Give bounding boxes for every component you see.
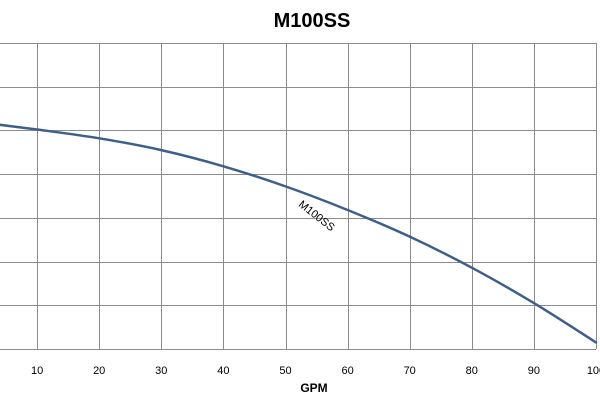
series-line-m100ss — [0, 123, 598, 344]
x-tick-label: 10 — [31, 365, 43, 377]
x-tick-label: 70 — [404, 365, 416, 377]
x-tick-label: 60 — [341, 365, 353, 377]
x-tick-label: 80 — [466, 365, 478, 377]
x-axis-label: GPM — [300, 381, 327, 395]
x-tick-label: 30 — [155, 365, 167, 377]
grid-layer — [0, 43, 597, 350]
x-tick-label: 100 — [587, 365, 600, 377]
x-tick-labels: 10 20 30 40 50 60 70 80 90 100 — [31, 365, 600, 377]
x-tick-label: 90 — [528, 365, 540, 377]
x-tick-label: 40 — [217, 365, 229, 377]
series-layer: M100SS — [0, 123, 598, 344]
chart-title: M100SS — [274, 10, 351, 32]
x-tick-label: 50 — [279, 365, 291, 377]
x-tick-label: 20 — [93, 365, 105, 377]
